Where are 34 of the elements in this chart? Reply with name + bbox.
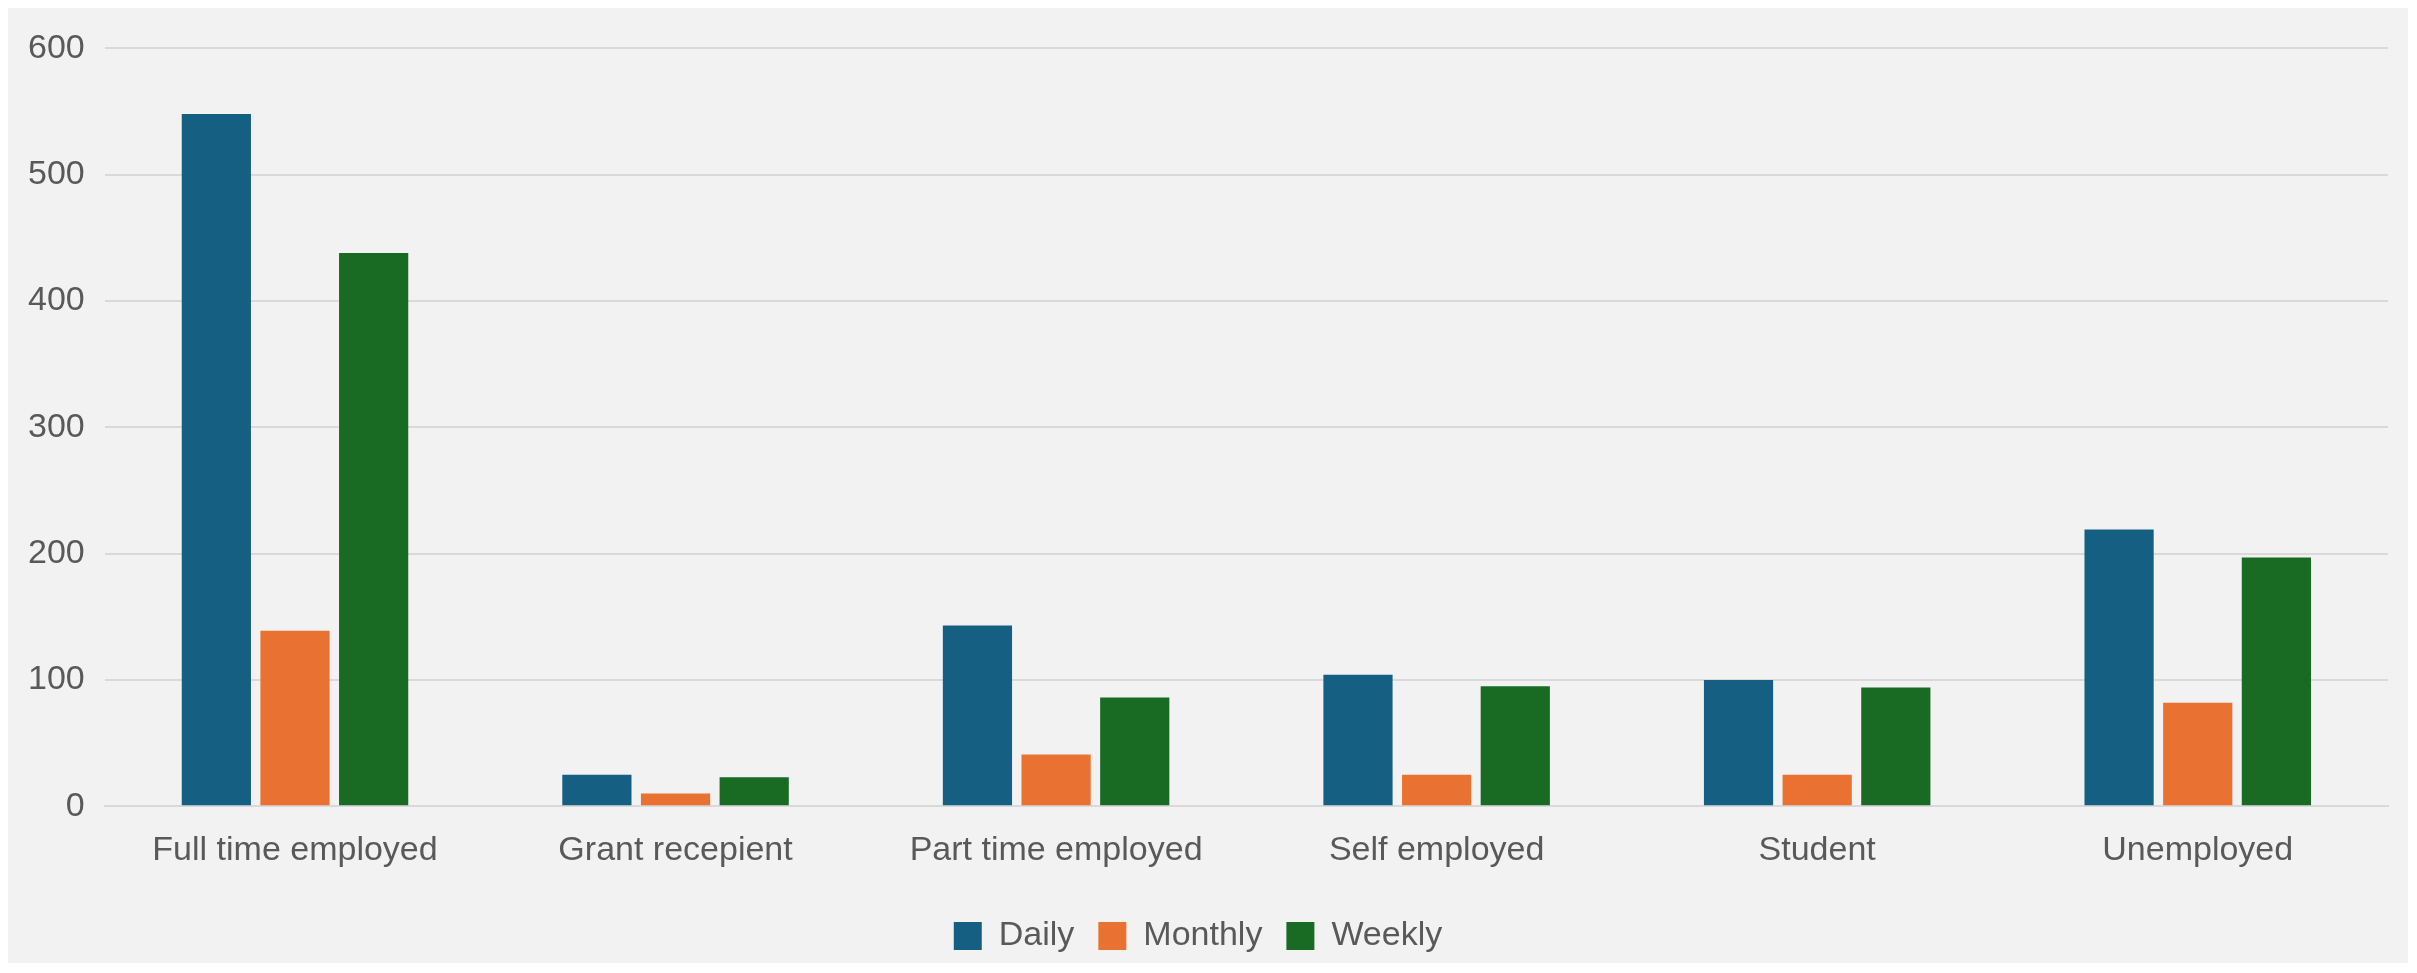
x-tick-label: Part time employed — [909, 828, 1203, 867]
y-tick-label: 0 — [65, 784, 85, 823]
bar — [181, 114, 251, 806]
bar — [1861, 687, 1931, 806]
y-tick-label: 300 — [27, 405, 85, 444]
bar — [260, 630, 330, 806]
x-tick-label: Unemployed — [2102, 828, 2294, 867]
bar — [2241, 557, 2311, 806]
bar — [562, 774, 632, 806]
legend-label: Weekly — [1331, 914, 1443, 953]
y-tick-label: 600 — [27, 26, 85, 65]
y-tick-label: 200 — [27, 531, 85, 570]
bar — [1402, 774, 1472, 806]
bar — [1021, 754, 1091, 806]
bar — [2163, 702, 2233, 806]
bar — [1100, 697, 1170, 806]
y-tick-label: 500 — [27, 153, 85, 192]
bar — [339, 253, 409, 806]
bar — [640, 793, 711, 806]
x-tick-label: Self employed — [1328, 828, 1545, 867]
bar — [1323, 674, 1393, 806]
x-tick-label: Full time employed — [152, 828, 438, 867]
legend-label: Daily — [998, 914, 1075, 953]
legend-label: Monthly — [1143, 914, 1263, 953]
bar — [1782, 774, 1852, 806]
bar — [1480, 686, 1550, 806]
x-tick-label: Student — [1758, 828, 1877, 867]
bar — [719, 777, 789, 806]
x-tick-label: Grant recepient — [558, 828, 794, 867]
y-tick-label: 100 — [27, 658, 85, 697]
bar — [2084, 529, 2154, 806]
y-tick-label: 400 — [27, 279, 85, 318]
bar — [942, 625, 1013, 806]
bar — [1703, 679, 1774, 806]
